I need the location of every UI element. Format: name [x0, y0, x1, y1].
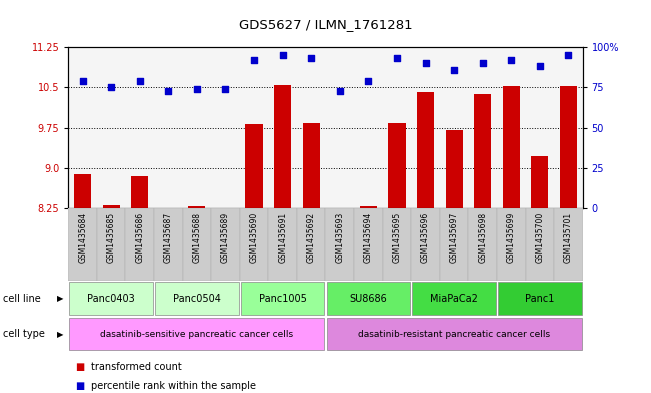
Text: GSM1435696: GSM1435696	[421, 212, 430, 263]
Point	[163, 88, 174, 94]
Point	[335, 88, 345, 94]
Text: GSM1435697: GSM1435697	[450, 212, 458, 263]
Bar	[159, 208, 177, 209]
Text: transformed count: transformed count	[91, 362, 182, 373]
Bar	[445, 130, 463, 208]
Point	[421, 60, 431, 66]
Bar	[440, 208, 468, 281]
Text: GSM1435694: GSM1435694	[364, 212, 373, 263]
Bar	[154, 208, 183, 281]
Text: Panc1005: Panc1005	[258, 294, 307, 304]
Point	[249, 57, 259, 63]
Bar	[383, 208, 411, 281]
Bar	[245, 124, 262, 208]
Text: GSM1435686: GSM1435686	[135, 212, 145, 263]
Point	[277, 52, 288, 58]
Text: GSM1435701: GSM1435701	[564, 212, 573, 263]
Bar	[241, 283, 324, 315]
Text: GSM1435699: GSM1435699	[506, 212, 516, 263]
Bar	[327, 318, 581, 350]
Bar	[468, 208, 497, 281]
Bar	[132, 176, 148, 208]
Text: percentile rank within the sample: percentile rank within the sample	[91, 381, 256, 391]
Text: GSM1435692: GSM1435692	[307, 212, 316, 263]
Bar	[554, 208, 583, 281]
Bar	[103, 204, 120, 208]
Point	[506, 57, 516, 63]
Text: GSM1435693: GSM1435693	[335, 212, 344, 263]
Point	[77, 78, 88, 84]
Text: GDS5627 / ILMN_1761281: GDS5627 / ILMN_1761281	[239, 18, 412, 31]
Bar	[303, 123, 320, 208]
Bar	[188, 206, 206, 208]
Bar	[411, 208, 440, 281]
Bar	[412, 283, 496, 315]
Text: ■: ■	[75, 381, 84, 391]
Bar	[74, 174, 91, 208]
Text: MiaPaCa2: MiaPaCa2	[430, 294, 478, 304]
Text: Panc0403: Panc0403	[87, 294, 135, 304]
Bar	[268, 208, 297, 281]
Text: ▶: ▶	[57, 330, 64, 338]
Point	[306, 55, 316, 62]
Bar	[560, 86, 577, 208]
Bar	[70, 318, 324, 350]
Bar	[327, 283, 410, 315]
Point	[563, 52, 574, 58]
Text: GSM1435698: GSM1435698	[478, 212, 487, 263]
Point	[477, 60, 488, 66]
Bar	[326, 208, 354, 281]
Text: SU8686: SU8686	[350, 294, 387, 304]
Bar	[211, 208, 240, 281]
Text: ▶: ▶	[57, 294, 64, 303]
Text: GSM1435695: GSM1435695	[393, 212, 402, 263]
Text: GSM1435690: GSM1435690	[249, 212, 258, 263]
Point	[392, 55, 402, 62]
Bar	[531, 156, 548, 208]
Point	[135, 78, 145, 84]
Bar	[354, 208, 383, 281]
Bar	[498, 283, 581, 315]
Bar	[240, 208, 268, 281]
Bar	[474, 94, 492, 208]
Point	[220, 86, 230, 92]
Text: GSM1435691: GSM1435691	[278, 212, 287, 263]
Text: GSM1435689: GSM1435689	[221, 212, 230, 263]
Bar	[97, 208, 126, 281]
Bar	[360, 206, 377, 208]
Text: dasatinib-resistant pancreatic cancer cells: dasatinib-resistant pancreatic cancer ce…	[358, 330, 550, 338]
Bar	[70, 283, 153, 315]
Point	[106, 84, 117, 90]
Point	[534, 63, 545, 70]
Text: GSM1435700: GSM1435700	[535, 212, 544, 263]
Bar	[497, 208, 525, 281]
Text: GSM1435687: GSM1435687	[164, 212, 173, 263]
Text: ■: ■	[75, 362, 84, 373]
Text: Panc0504: Panc0504	[173, 294, 221, 304]
Text: cell line: cell line	[3, 294, 41, 304]
Point	[363, 78, 374, 84]
Bar	[503, 86, 519, 208]
Text: cell type: cell type	[3, 329, 45, 339]
Text: GSM1435684: GSM1435684	[78, 212, 87, 263]
Bar	[274, 85, 291, 208]
Bar	[389, 123, 406, 208]
Point	[191, 86, 202, 92]
Bar	[155, 283, 239, 315]
Text: GSM1435688: GSM1435688	[193, 212, 201, 263]
Bar	[126, 208, 154, 281]
Text: GSM1435685: GSM1435685	[107, 212, 116, 263]
Bar	[525, 208, 554, 281]
Text: dasatinib-sensitive pancreatic cancer cells: dasatinib-sensitive pancreatic cancer ce…	[100, 330, 294, 338]
Bar	[417, 92, 434, 208]
Bar	[297, 208, 326, 281]
Point	[449, 66, 459, 73]
Bar	[183, 208, 211, 281]
Bar	[68, 208, 97, 281]
Text: Panc1: Panc1	[525, 294, 555, 304]
